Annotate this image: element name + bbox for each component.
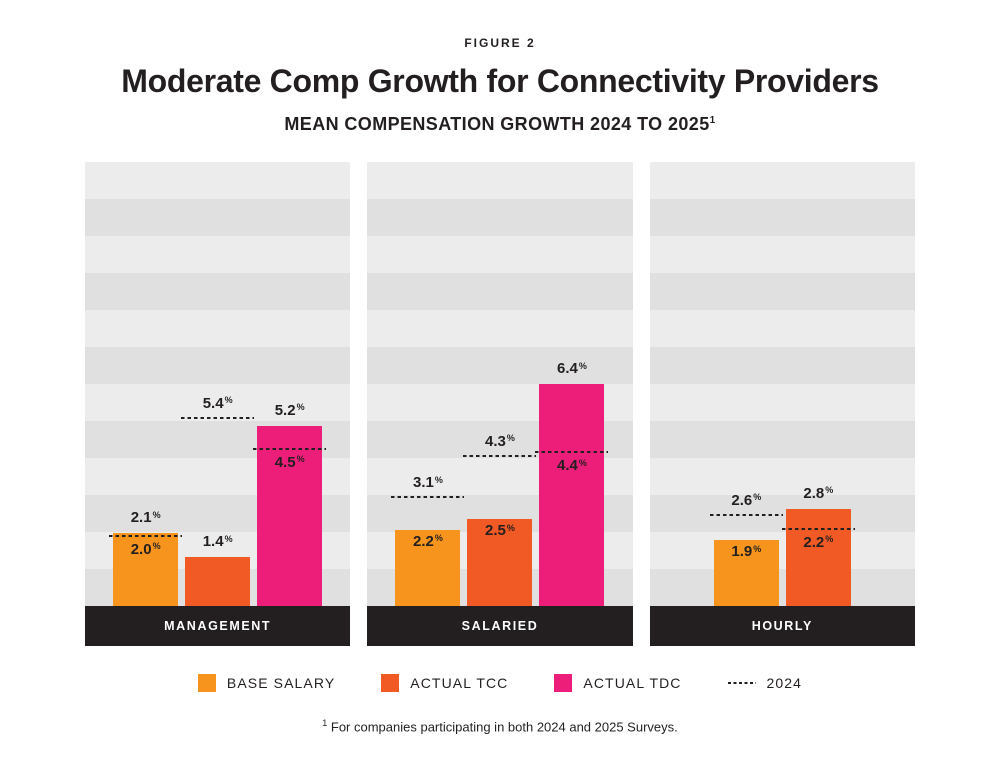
- plot-area-management: 2.1% 2.0% 1.4% 5.4% 5.2% 4.5%: [85, 162, 351, 606]
- subtitle-footnote-marker: 1: [709, 115, 716, 126]
- legend: BASE SALARY ACTUAL TCC ACTUAL TDC 2024: [0, 674, 1000, 692]
- legend-item-actual-tdc: ACTUAL TDC: [554, 674, 681, 692]
- bar-slot-base-salary: 1.9% 2.6%: [709, 162, 783, 606]
- legend-color-swatch-actual-tdc: [554, 674, 573, 692]
- legend-label: ACTUAL TDC: [583, 675, 682, 691]
- value-label-2024: 2.6%: [731, 491, 762, 509]
- line-2024: [781, 527, 855, 530]
- chart-subtitle-text: MEAN COMPENSATION GROWTH 2024 TO 2025: [284, 114, 710, 134]
- percent-sign: %: [296, 454, 305, 465]
- percent-sign: %: [506, 433, 515, 444]
- bar-slot-actual-tcc: 1.4% 5.4%: [181, 162, 255, 606]
- legend-label: BASE SALARY: [226, 675, 336, 691]
- value-label-2025: 6.4%: [557, 360, 587, 377]
- line-2024: [463, 454, 537, 457]
- line-2024: [253, 447, 327, 450]
- percent-sign: %: [753, 543, 762, 554]
- chart: 2.1% 2.0% 1.4% 5.4% 5.2% 4.5% MANAGEMENT 2.2% 3.…: [85, 162, 915, 646]
- value-label-2024: 3.1%: [413, 474, 443, 492]
- footnote: 1 For companies participating in both 20…: [0, 718, 1000, 734]
- plot-area-hourly: 1.9% 2.6% 2.8% 2.2%: [649, 162, 915, 606]
- bar-slot-base-salary: 2.2% 3.1%: [391, 162, 465, 606]
- figure-label: FIGURE 2: [464, 36, 536, 50]
- legend-item-actual-tcc: ACTUAL TCC: [381, 674, 508, 692]
- percent-sign: %: [578, 360, 587, 371]
- bar-group: 2.2% 3.1% 2.5% 4.3% 6.4% 4.4%: [367, 162, 632, 606]
- value-label-2024: 4.5%: [274, 453, 305, 471]
- bar-group: 1.9% 2.6% 2.8% 2.2%: [650, 162, 915, 606]
- group-label-management: MANAGEMENT: [85, 606, 351, 646]
- percent-sign: %: [578, 457, 587, 468]
- bar-actual-tdc: [539, 384, 605, 606]
- percent-sign: %: [506, 522, 515, 533]
- value-label-2025: 2.5%: [485, 522, 515, 540]
- value-label-2025: 2.1%: [130, 509, 161, 527]
- value-label-2024: 2.2%: [803, 533, 834, 551]
- bar-slot-base-salary: 2.1% 2.0%: [109, 162, 183, 606]
- bar-actual-tcc: [785, 508, 851, 606]
- chart-group-hourly: 1.9% 2.6% 2.8% 2.2% HOURLY: [649, 162, 915, 646]
- line-2024: [181, 416, 255, 419]
- footnote-text: For companies participating in both 2024…: [330, 719, 678, 735]
- value-label-2025: 1.9%: [731, 543, 762, 561]
- bar-slot-actual-tdc: 5.2% 4.5%: [253, 162, 327, 606]
- bar-slot-actual-tdc: 6.4% 4.4%: [535, 162, 609, 606]
- bar-actual-tdc: [257, 425, 323, 606]
- chart-title: Moderate Comp Growth for Connectivity Pr…: [121, 63, 879, 99]
- line-2024: [709, 513, 783, 516]
- bar-base-salary: [395, 529, 461, 606]
- footnote-marker: 1: [322, 718, 328, 728]
- chart-group-management: 2.1% 2.0% 1.4% 5.4% 5.2% 4.5% MANAGEMENT: [85, 162, 351, 646]
- percent-sign: %: [296, 402, 305, 413]
- percent-sign: %: [825, 485, 834, 496]
- bar-group: 2.1% 2.0% 1.4% 5.4% 5.2% 4.5%: [85, 162, 350, 606]
- line-2024: [109, 534, 183, 537]
- value-label-2024: 5.4%: [202, 394, 233, 412]
- line-2024: [391, 496, 465, 499]
- chart-group-salaried: 2.2% 3.1% 2.5% 4.3% 6.4% 4.4% SALARIED: [367, 162, 633, 646]
- value-label-2025: 2.8%: [803, 484, 834, 502]
- legend-color-swatch-base-salary: [197, 674, 216, 692]
- legend-item-2024: 2024: [727, 675, 803, 691]
- percent-sign: %: [224, 533, 233, 544]
- line-2024: [535, 451, 609, 454]
- legend-dash-swatch: [727, 682, 756, 684]
- bar-actual-tcc: [185, 557, 251, 606]
- legend-label: 2024: [766, 675, 803, 691]
- value-label-2025: 2.2%: [413, 532, 443, 550]
- legend-label: ACTUAL TCC: [410, 675, 509, 691]
- bar-actual-tcc: [467, 519, 533, 606]
- percent-sign: %: [434, 474, 443, 485]
- bar-slot-actual-tcc: 2.8% 2.2%: [781, 162, 855, 606]
- group-label-hourly: HOURLY: [649, 606, 915, 646]
- percent-sign: %: [825, 534, 834, 545]
- value-label-2025: 5.2%: [274, 401, 305, 419]
- percent-sign: %: [434, 533, 443, 544]
- value-label-2024: 2.0%: [130, 540, 161, 558]
- bar-base-salary: [713, 540, 779, 606]
- value-label-2024: 4.3%: [485, 432, 515, 450]
- percent-sign: %: [753, 492, 762, 503]
- percent-sign: %: [152, 509, 161, 520]
- value-label-2025: 1.4%: [202, 533, 233, 551]
- percent-sign: %: [224, 395, 233, 406]
- chart-subtitle: MEAN COMPENSATION GROWTH 2024 TO 20251: [0, 114, 1000, 135]
- value-label-2024: 4.4%: [557, 457, 587, 475]
- legend-item-base-salary: BASE SALARY: [197, 674, 336, 692]
- bar-base-salary: [113, 533, 179, 606]
- bar-slot-actual-tcc: 2.5% 4.3%: [463, 162, 537, 606]
- percent-sign: %: [152, 541, 161, 552]
- plot-area-salaried: 2.2% 3.1% 2.5% 4.3% 6.4% 4.4%: [367, 162, 633, 606]
- legend-color-swatch-actual-tcc: [381, 674, 400, 692]
- group-label-salaried: SALARIED: [367, 606, 633, 646]
